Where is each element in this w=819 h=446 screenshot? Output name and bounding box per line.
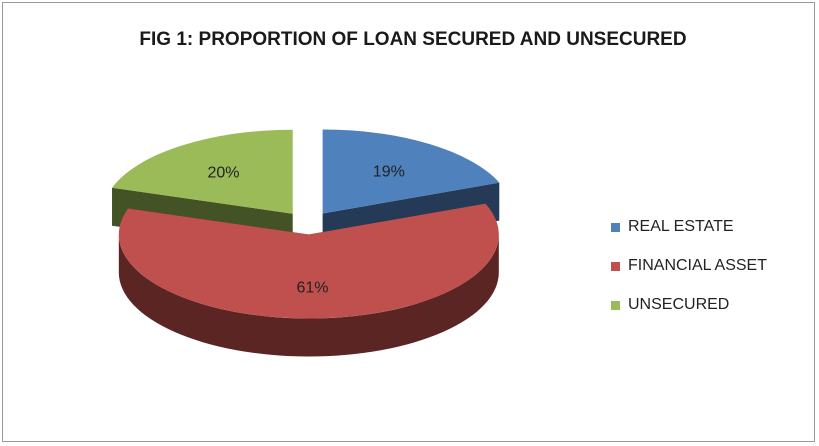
legend: REAL ESTATE FINANCIAL ASSET UNSECURED [611,217,767,334]
pie-label-unsecured: 20% [207,165,239,182]
chart-title: FIG 1: PROPORTION OF LOAN SECURED AND UN… [139,29,687,50]
legend-item-financial-asset: FINANCIAL ASSET [611,256,767,276]
legend-label-unsecured: UNSECURED [628,296,730,313]
legend-label-financial-asset: FINANCIAL ASSET [628,257,767,274]
pie-label-financial-asset: 61% [297,280,329,297]
chart-area: FIG 1: PROPORTION OF LOAN SECURED AND UN… [2,2,815,442]
legend-swatch-unsecured [611,300,620,310]
legend-swatch-real-estate [611,222,620,232]
legend-item-unsecured: UNSECURED [611,295,767,315]
pie-label-real-estate: 19% [373,163,405,180]
legend-label-real-estate: REAL ESTATE [628,218,734,235]
pie-chart: 19% 61% 20% [112,129,500,357]
legend-item-real-estate: REAL ESTATE [611,217,767,237]
pie-slice-financial-asset [118,203,499,319]
legend-swatch-financial-asset [611,261,620,271]
pie-slice-unsecured [112,129,293,214]
pie-side-financial-asset [118,234,499,357]
pie-slice-real-estate [322,129,500,214]
